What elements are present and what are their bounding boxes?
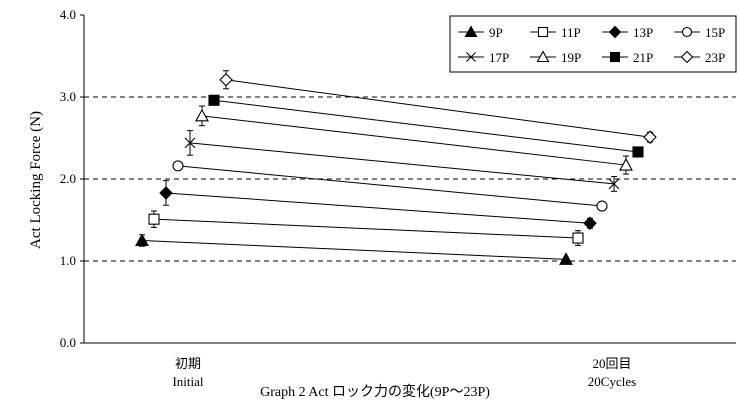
data-point (195, 108, 209, 122)
data-point (148, 213, 160, 225)
legend-item: 9P (458, 25, 503, 40)
series-15p (172, 160, 608, 212)
legend-label: 11P (561, 25, 581, 40)
series-line (201, 115, 627, 166)
y-tick-label: 3.0 (60, 89, 76, 104)
data-point (583, 216, 597, 231)
data-point (596, 200, 608, 212)
data-point (537, 26, 549, 38)
data-point (608, 178, 620, 190)
series-9p (135, 233, 573, 265)
y-tick-label: 0.0 (60, 335, 76, 350)
grid-lines (84, 96, 736, 262)
x-category-label: 初期 (175, 356, 201, 371)
y-tick-label: 4.0 (60, 7, 76, 22)
series-line (189, 142, 615, 185)
legend-label: 15P (705, 25, 725, 40)
data-point (680, 50, 694, 64)
legend-item: 15P (674, 25, 725, 40)
chart-caption: Graph 2 Act ロック力の変化(9P～23P) (260, 383, 490, 400)
y-tick-labels: 0.0 1.0 2.0 3.0 4.0 (60, 7, 76, 350)
series-line (141, 240, 567, 260)
series-13p (159, 180, 597, 231)
legend-label: 13P (633, 25, 653, 40)
series-23p (219, 70, 657, 144)
data-point (172, 160, 184, 172)
data-point (681, 26, 693, 38)
x-category-sublabel: Initial (172, 374, 203, 389)
x-category-labels: 初期 Initial 20回目 20Cycles (172, 356, 636, 389)
legend-item: 13P (602, 25, 653, 40)
data-point (632, 146, 644, 158)
x-category-sublabel: 20Cycles (588, 374, 636, 389)
data-point (159, 186, 173, 200)
legend: 9P 11P 13P 15P 17P 19P 21P 23P (449, 15, 737, 73)
series-group (135, 70, 657, 265)
y-axis-title: Act Locking Force (N) (28, 111, 44, 249)
data-point (466, 52, 476, 62)
series-17p (184, 130, 620, 192)
series-19p (195, 105, 633, 175)
legend-label: 9P (489, 25, 503, 40)
axes (80, 14, 736, 344)
series-line (177, 165, 603, 207)
legend-label: 23P (705, 50, 725, 65)
series-line (213, 99, 639, 153)
data-point (619, 157, 633, 171)
legend-item: 17P (458, 50, 509, 65)
data-point (559, 252, 573, 265)
data-point (572, 232, 584, 244)
data-point (609, 51, 621, 63)
legend-label: 19P (561, 50, 581, 65)
data-point (184, 137, 196, 149)
data-point (536, 50, 550, 63)
legend-item: 19P (530, 50, 581, 65)
series-line (153, 218, 579, 239)
x-category-label: 20回目 (592, 356, 631, 371)
data-point (643, 130, 657, 144)
series-21p (208, 94, 644, 158)
legend-item: 21P (602, 50, 653, 65)
legend-label: 21P (633, 50, 653, 65)
legend-item: 23P (674, 50, 725, 65)
y-tick-label: 2.0 (60, 171, 76, 186)
series-line (225, 79, 651, 138)
data-point (608, 25, 622, 39)
legend-box (449, 15, 737, 73)
legend-label: 17P (489, 50, 509, 65)
y-tick-label: 1.0 (60, 253, 76, 268)
data-point (135, 233, 149, 247)
series-line (165, 192, 591, 224)
data-point (219, 73, 233, 87)
data-point (464, 25, 478, 38)
series-11p (148, 210, 584, 246)
legend-item: 11P (530, 25, 581, 40)
data-point (208, 94, 220, 106)
